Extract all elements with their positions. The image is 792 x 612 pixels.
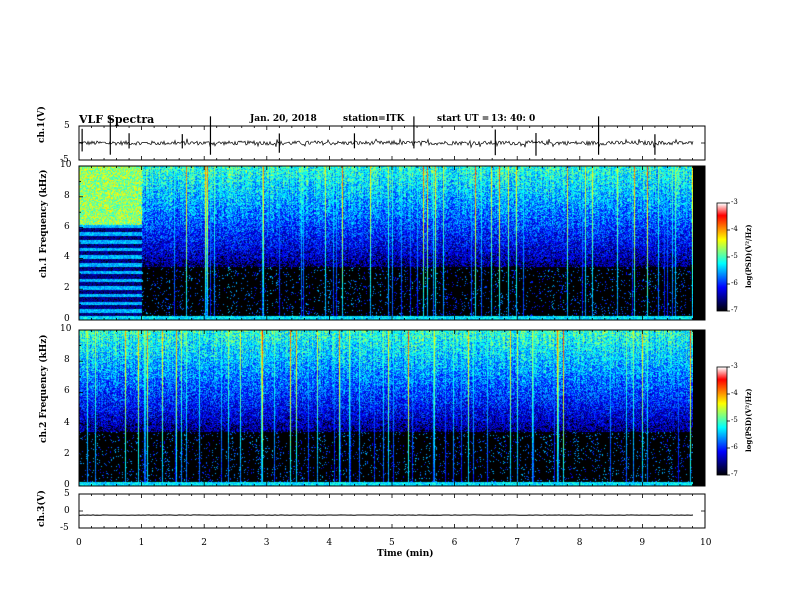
colorbar-tick-label: -5 [731,252,738,260]
x-tick-label: 4 [326,538,333,548]
spec-ytick-label: 8 [64,190,70,201]
x-tick-label: 9 [639,538,646,548]
header-station: station=ITK [343,114,405,124]
spec-ytick-label: 6 [64,386,70,397]
x-tick-label: 3 [263,538,270,548]
spec-ytick-label: 8 [64,355,70,366]
colorbar-tick-label: -6 [731,443,738,451]
ch2-spectrogram-image [79,330,693,486]
ch1-colorbar-gradient [717,203,727,311]
ch3-wave-ytick-top: 5 [64,489,70,499]
colorbar-tick-label: -3 [731,198,738,206]
ch2-colorbar-gradient [717,367,727,475]
x-tick-label: 7 [514,538,520,548]
ch2-spectrogram-panel [78,329,706,487]
x-tick-label: 8 [576,538,583,548]
spec-ytick-label: 2 [64,283,70,294]
spec-ytick-label: 4 [64,417,70,428]
colorbar-tick-label: -6 [731,279,738,287]
spec-ytick-label: 2 [64,448,70,459]
spec-ytick-label: 0 [64,314,70,324]
x-tick-label: 5 [389,538,395,548]
x-tick-label: 6 [451,538,458,548]
spec-ytick-label: 10 [60,160,72,170]
x-axis-label: Time (min) [377,549,434,559]
x-tick-label: 1 [138,538,145,548]
ch1-waveform-trace [78,137,694,149]
ch1-spectrogram-image [79,166,693,320]
ch1-spec-ylabel: ch.1 Frequency (kHz) [39,168,49,278]
spec-ytick-label: 6 [64,221,70,232]
spec-ytick-label: 4 [64,252,70,263]
ch3-wave-ylabel: ch.3(V) [37,490,47,527]
ch1-waveform-panel [78,116,706,161]
ch1-wave-ytick-top: 5 [64,121,70,131]
colorbar-tick-label: -4 [731,225,738,233]
colorbar-tick-label: -7 [731,306,738,314]
figure-title: VLF Spectra [79,113,155,126]
axis-ticks [78,125,730,529]
x-tick-label: 2 [201,538,207,548]
spec-ytick-label: 10 [60,324,72,334]
ch1-colorbar [716,202,728,312]
spec-ytick-label: 0 [64,480,70,490]
colorbar-tick-label: -3 [731,362,738,370]
colorbar-tick-label: -7 [731,470,738,478]
header-start-label: start UT = [437,114,490,124]
ch1-spectrogram-panel [78,165,706,321]
ch1-wave-ytick-bottom: -5 [60,155,69,165]
header-date: Jan. 20, 2018 [250,114,317,124]
colorbar-tick-label: -4 [731,389,738,397]
ch3-waveform-panel [78,493,706,529]
ch3-wave-ytick-mid: 0 [64,506,70,516]
x-tick-label: 0 [76,538,82,548]
ch3-wave-ytick-bottom: -5 [60,523,69,533]
ch1-spike-group [81,116,656,156]
ch1-wave-ylabel: ch.1(V) [37,106,47,143]
ch2-colorbar-title: log(PSD)(V²/Hz) [744,388,753,452]
ch1-colorbar-title: log(PSD)(V²/Hz) [744,224,753,288]
ch2-spec-ylabel: ch.2 Frequency (kHz) [39,333,49,443]
ch2-colorbar [716,366,728,476]
colorbar-tick-label: -5 [731,416,738,424]
ch2-spec-ylabel-text: ch.2 Frequency (kHz) [39,334,49,443]
ch1-spec-ylabel-text: ch.1 Frequency (kHz) [39,169,49,278]
x-tick-label: 10 [700,538,712,548]
header-start-time: 13: 40: 0 [491,114,536,124]
